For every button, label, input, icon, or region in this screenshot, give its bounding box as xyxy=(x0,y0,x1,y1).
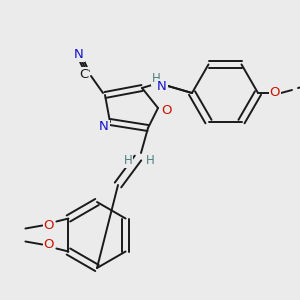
Text: C: C xyxy=(80,68,88,80)
Text: O: O xyxy=(43,238,54,251)
Text: O: O xyxy=(43,219,54,232)
Text: N: N xyxy=(74,49,84,62)
Text: H: H xyxy=(146,154,154,167)
Text: O: O xyxy=(270,86,280,100)
Text: O: O xyxy=(161,103,171,116)
Text: N: N xyxy=(99,121,109,134)
Text: H: H xyxy=(152,73,160,85)
Text: H: H xyxy=(124,154,132,167)
Text: N: N xyxy=(157,80,167,92)
